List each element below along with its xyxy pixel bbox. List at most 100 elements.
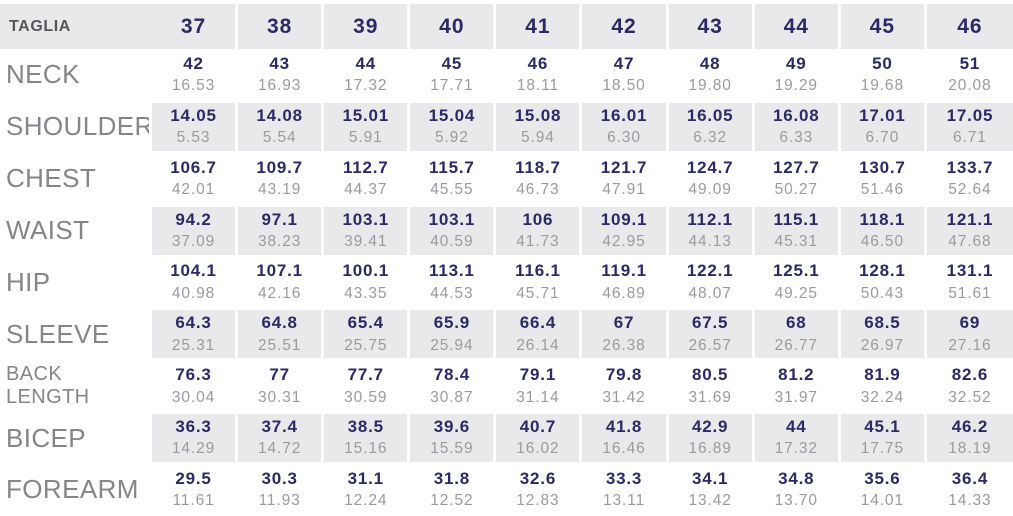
header-size-45: 45 (840, 4, 927, 49)
value-cm: 34.8 (778, 468, 815, 488)
row-hip: HIP 104.1 40.98 107.1 42.16 100.1 43.35 113.1 44… (0, 256, 1013, 309)
value-cm: 15.08 (514, 105, 562, 125)
cell-shoulder-37: 14.05 5.53 (152, 100, 239, 153)
value-inches: 31.69 (688, 388, 732, 406)
value-cm: 64.3 (175, 313, 212, 333)
value-cm: 31.1 (347, 468, 384, 488)
cell-chest-42: 121.7 47.91 (582, 152, 669, 205)
cell-waist-41: 106 41.73 (496, 204, 583, 257)
value-cm: 133.7 (946, 157, 994, 177)
row-neck: NECK 42 16.53 43 16.93 44 17.32 45 17.71 46 18.11 4… (0, 49, 1013, 101)
cell-waist-40: 103.1 40.59 (410, 204, 497, 257)
cell-sleeve-42: 67 26.38 (582, 308, 669, 361)
value-cm: 40.7 (519, 417, 557, 437)
cell-neck-46: 51 20.08 (927, 49, 1013, 101)
value-cm: 66.4 (519, 313, 557, 333)
value-inches: 6.33 (779, 129, 814, 147)
value-inches: 6.71 (953, 129, 987, 147)
cell-hip-43: 122.1 48.07 (669, 256, 755, 309)
cell-neck-37: 42 16.53 (152, 49, 239, 101)
cell-shoulder-42: 16.01 6.30 (582, 100, 669, 153)
row-sleeve: SLEEVE 64.3 25.31 64.8 25.51 65.4 25.75 65.9 25.… (0, 308, 1013, 361)
value-cm: 76.3 (175, 365, 212, 385)
value-cm: 38.5 (347, 417, 384, 437)
cell-shoulder-44: 16.08 6.33 (754, 100, 841, 153)
row-label-forearm: FOREARM (0, 464, 152, 516)
value-cm: 77.7 (347, 365, 384, 385)
cell-hip-39: 100.1 43.35 (324, 256, 411, 309)
cell-bicep-43: 42.9 16.89 (668, 412, 755, 464)
row-bicep: BICEP 36.3 14.29 37.4 14.72 38.5 15.16 39.6 15.5… (0, 412, 1013, 464)
value-cm: 115.7 (429, 157, 475, 177)
value-cm: 80.5 (691, 365, 729, 385)
value-inches: 17.32 (774, 440, 818, 458)
value-cm: 67.5 (691, 313, 729, 333)
value-cm: 46.2 (951, 417, 989, 437)
cell-forearm-40: 31.8 12.52 (410, 464, 497, 516)
value-inches: 31.42 (602, 388, 646, 406)
cell-sleeve-46: 69 27.16 (926, 308, 1013, 361)
value-inches: 26.97 (860, 336, 904, 354)
value-inches: 20.08 (948, 77, 992, 95)
value-inches: 26.38 (602, 336, 646, 354)
row-shoulder: SHOULDER 14.05 5.53 14.08 5.54 15.01 5.91 15.04… (0, 100, 1013, 153)
value-cm: 130.7 (859, 157, 906, 177)
value-inches: 13.11 (602, 492, 646, 510)
value-inches: 17.75 (860, 440, 904, 458)
value-cm: 103.1 (342, 209, 390, 229)
value-cm: 42 (183, 53, 204, 73)
value-inches: 27.16 (948, 336, 992, 354)
value-inches: 6.30 (607, 129, 641, 147)
row-label-chest: CHEST (0, 152, 152, 205)
cell-forearm-44: 34.8 13.70 (755, 464, 841, 516)
value-inches: 16.46 (602, 440, 646, 458)
cell-waist-43: 112.1 44.13 (668, 204, 755, 257)
value-inches: 51.61 (948, 284, 992, 302)
cell-back-length-40: 78.4 30.87 (410, 360, 497, 413)
value-inches: 30.59 (344, 388, 388, 406)
value-cm: 43 (269, 53, 290, 73)
cell-shoulder-38: 14.08 5.54 (238, 100, 325, 153)
cell-back-length-46: 82.6 32.52 (927, 360, 1013, 412)
cell-sleeve-45: 68.5 26.97 (840, 308, 927, 361)
value-inches: 15.59 (430, 440, 474, 458)
cell-hip-45: 128.1 50.43 (841, 256, 927, 309)
cell-chest-43: 124.7 49.09 (669, 152, 755, 205)
value-inches: 25.31 (171, 336, 216, 354)
value-inches: 50.27 (774, 181, 818, 199)
value-cm: 49 (785, 53, 807, 73)
value-cm: 33.3 (605, 468, 643, 488)
value-cm: 16.01 (600, 105, 648, 125)
value-cm: 125.1 (772, 261, 820, 281)
value-inches: 32.24 (860, 388, 904, 406)
value-cm: 36.4 (951, 468, 989, 488)
value-inches: 45.31 (774, 232, 818, 250)
cell-neck-44: 49 19.29 (755, 49, 841, 101)
value-cm: 69 (959, 313, 981, 333)
value-inches: 11.93 (258, 492, 301, 510)
value-cm: 41.8 (605, 417, 643, 437)
cell-neck-42: 47 18.50 (582, 49, 669, 101)
value-inches: 19.29 (774, 77, 818, 95)
value-cm: 107.1 (256, 261, 303, 281)
value-inches: 19.80 (688, 77, 732, 95)
value-cm: 14.08 (256, 105, 303, 125)
cell-sleeve-37: 64.3 25.31 (152, 308, 239, 361)
header-size-46: 46 (926, 4, 1013, 49)
value-cm: 104.1 (170, 261, 217, 281)
cell-hip-46: 131.1 51.61 (927, 257, 1013, 309)
value-cm: 112.7 (342, 157, 389, 177)
value-cm: 15.01 (342, 105, 390, 125)
value-cm: 131.1 (946, 261, 994, 281)
value-inches: 30.87 (430, 388, 474, 406)
cell-back-length-41: 79.1 31.14 (496, 360, 583, 413)
cell-forearm-42: 33.3 13.11 (582, 464, 669, 516)
value-cm: 50 (872, 53, 893, 73)
cell-waist-38: 97.1 38.23 (238, 204, 325, 257)
value-inches: 26.77 (774, 336, 818, 354)
value-cm: 94.2 (175, 209, 212, 229)
cell-chest-39: 112.7 44.37 (324, 152, 411, 205)
value-inches: 43.19 (257, 181, 302, 199)
cell-hip-41: 116.1 45.71 (496, 256, 583, 309)
value-cm: 115.1 (773, 209, 820, 229)
